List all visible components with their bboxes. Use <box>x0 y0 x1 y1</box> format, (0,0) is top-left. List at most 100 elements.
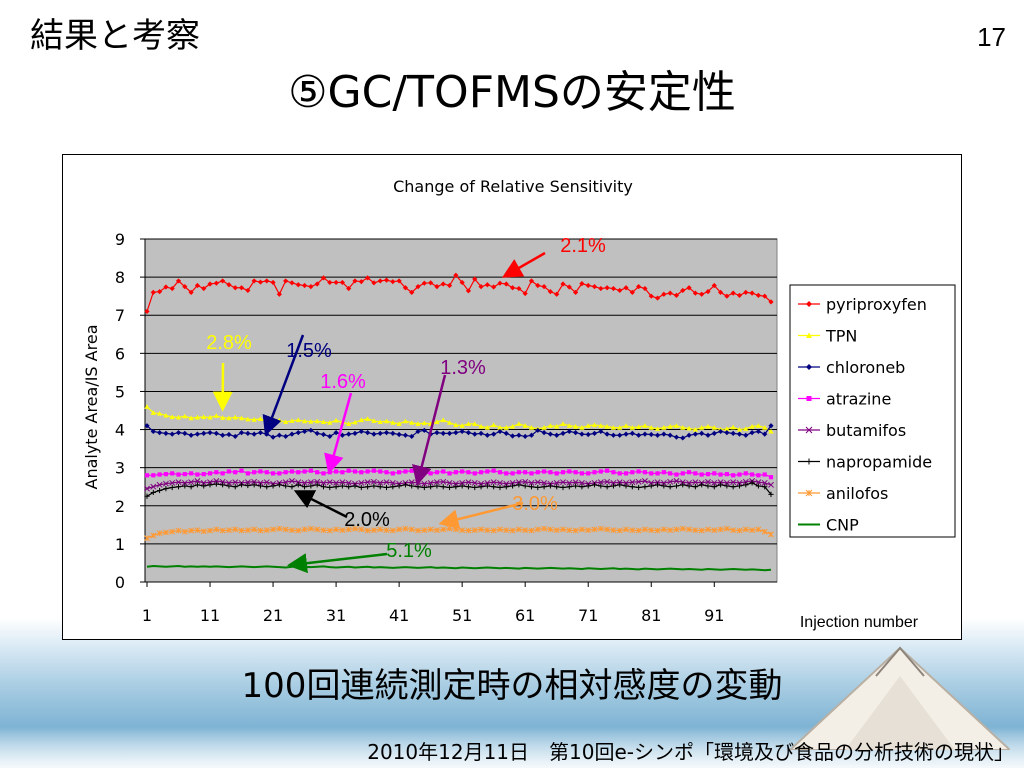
x-tick-label: 1 <box>142 606 152 625</box>
data-point-pyriproxyfen <box>270 279 276 286</box>
data-point-napropamide <box>768 491 774 497</box>
data-point-butamifos <box>156 481 163 488</box>
data-point-napropamide <box>365 484 371 490</box>
data-point-tpn <box>730 424 736 430</box>
data-point-atrazine <box>768 475 774 480</box>
data-point-napropamide <box>749 480 755 486</box>
data-point-tpn <box>699 425 705 430</box>
data-point-anilofos <box>692 527 699 534</box>
y-tick-label: 9 <box>115 230 125 249</box>
data-point-napropamide <box>636 484 642 491</box>
data-point-butamifos <box>667 478 674 485</box>
data-point-pyriproxyfen <box>201 285 207 292</box>
data-point-tpn <box>402 418 409 424</box>
data-point-atrazine <box>220 471 225 476</box>
data-point-anilofos <box>421 527 428 534</box>
data-point-chloroneb <box>541 430 547 436</box>
data-point-napropamide <box>402 482 409 488</box>
data-point-atrazine <box>743 471 748 476</box>
data-point-tpn <box>327 420 333 425</box>
data-point-butamifos <box>295 479 302 486</box>
data-point-chloroneb <box>623 431 629 437</box>
data-point-tpn <box>365 416 371 421</box>
data-point-butamifos <box>534 479 541 486</box>
data-point-butamifos <box>736 479 743 486</box>
data-point-chloroneb <box>371 431 377 437</box>
data-point-butamifos <box>358 479 365 486</box>
data-point-tpn <box>169 414 175 420</box>
data-point-pyriproxyfen <box>642 285 648 292</box>
data-point-chloroneb <box>661 431 667 437</box>
data-point-atrazine <box>586 471 591 476</box>
data-point-atrazine <box>516 470 521 475</box>
data-point-anilofos <box>301 526 308 533</box>
data-point-pyriproxyfen <box>245 287 251 294</box>
data-point-tpn <box>617 425 623 430</box>
data-point-chloroneb <box>535 427 541 433</box>
data-point-napropamide <box>314 482 320 488</box>
series-cnp <box>146 564 772 572</box>
data-point-chloroneb <box>320 431 327 438</box>
annotation-label: 2.0% <box>344 509 390 531</box>
data-point-tpn <box>465 421 472 426</box>
data-point-atrazine <box>523 470 528 475</box>
data-point-tpn <box>421 420 427 426</box>
y-tick-label: 2 <box>115 497 125 516</box>
data-point-chloroneb <box>736 431 743 437</box>
data-point-pyriproxyfen <box>686 285 692 291</box>
data-point-chloroneb <box>453 430 459 436</box>
data-point-butamifos <box>232 479 239 486</box>
data-point-pyriproxyfen <box>409 289 415 295</box>
data-point-anilofos <box>585 527 592 534</box>
annotation-arrow <box>262 334 305 437</box>
data-point-chloroneb <box>201 430 207 436</box>
data-point-anilofos <box>768 531 774 538</box>
data-point-atrazine <box>693 471 698 476</box>
data-point-butamifos <box>679 479 686 486</box>
data-point-napropamide <box>762 484 768 490</box>
data-point-anilofos <box>270 526 277 533</box>
data-point-tpn <box>232 414 238 420</box>
legend-marker-pyriproxyfen <box>806 301 812 307</box>
data-point-anilofos <box>484 527 491 534</box>
data-point-anilofos <box>345 526 352 533</box>
data-point-anilofos <box>232 526 239 533</box>
data-point-napropamide <box>623 483 629 489</box>
annotation-label: 1.5% <box>286 340 332 362</box>
data-point-tpn <box>692 426 698 432</box>
data-point-pyriproxyfen <box>453 272 459 278</box>
data-point-pyriproxyfen <box>377 278 383 284</box>
data-point-butamifos <box>144 485 150 492</box>
data-point-tpn <box>283 419 289 425</box>
data-point-tpn <box>333 417 339 423</box>
data-point-napropamide <box>585 483 591 489</box>
data-point-chloroneb <box>440 430 446 436</box>
data-point-tpn <box>673 423 680 428</box>
data-point-pyriproxyfen <box>522 290 528 297</box>
data-point-napropamide <box>289 484 295 490</box>
data-point-atrazine <box>409 468 414 473</box>
data-point-chloroneb <box>673 434 680 440</box>
legend-label-napropamide: napropamide <box>826 453 932 472</box>
data-point-chloroneb <box>245 430 251 436</box>
data-point-tpn <box>755 423 761 428</box>
legend-marker-chloroneb <box>806 364 812 370</box>
data-point-atrazine <box>554 471 559 476</box>
data-point-anilofos <box>251 526 258 533</box>
data-point-napropamide <box>383 484 390 491</box>
data-point-atrazine <box>315 470 320 475</box>
data-point-napropamide <box>566 484 572 490</box>
data-point-anilofos <box>402 525 409 532</box>
data-point-butamifos <box>572 479 579 486</box>
data-point-napropamide <box>717 482 724 488</box>
data-point-anilofos <box>635 527 642 534</box>
data-point-butamifos <box>597 479 604 486</box>
data-point-napropamide <box>516 482 522 488</box>
data-point-tpn <box>220 415 226 420</box>
data-point-chloroneb <box>591 430 598 436</box>
data-point-pyriproxyfen <box>585 282 591 289</box>
data-point-atrazine <box>226 469 232 474</box>
data-point-anilofos <box>679 525 686 532</box>
data-point-atrazine <box>472 471 477 476</box>
data-point-pyriproxyfen <box>705 288 711 295</box>
